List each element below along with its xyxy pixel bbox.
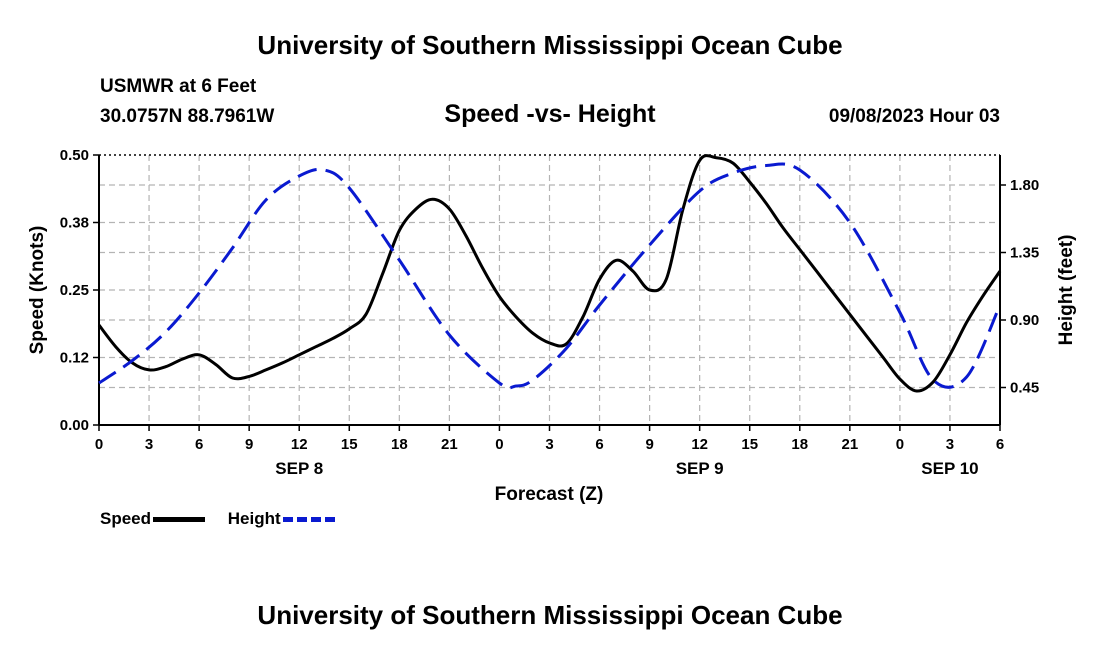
day-label: SEP 10 xyxy=(921,459,978,478)
y-right-tick-label: 1.80 xyxy=(1010,177,1039,194)
legend-height-swatch xyxy=(282,516,335,522)
x-tick-label: 21 xyxy=(841,436,858,453)
legend: Speed Height xyxy=(100,509,353,529)
legend-height: Height xyxy=(228,509,335,529)
x-tick-label: 6 xyxy=(595,436,603,453)
forecast-datetime: 09/08/2023 Hour 03 xyxy=(828,106,1000,127)
y-right-tick-label: 0.90 xyxy=(1010,312,1039,329)
y-right-tick-label: 1.35 xyxy=(1010,245,1039,262)
x-tick-label: 3 xyxy=(145,436,153,453)
x-tick-label: 15 xyxy=(741,436,758,453)
footer-title: University of Southern Mississippi Ocean… xyxy=(257,600,843,630)
page-title: University of Southern Mississippi Ocean… xyxy=(257,30,843,60)
y-left-tick-label: 0.00 xyxy=(60,417,89,434)
station-label: USMWR at 6 Feet xyxy=(100,76,257,97)
x-tick-label: 6 xyxy=(996,436,1004,453)
x-tick-label: 15 xyxy=(341,436,358,453)
grid-lines xyxy=(99,155,1000,425)
day-label: SEP 9 xyxy=(676,459,724,478)
x-tick-label: 3 xyxy=(545,436,553,453)
y-left-tick-label: 0.12 xyxy=(60,350,89,367)
x-tick-label: 9 xyxy=(245,436,253,453)
height-series-line xyxy=(98,162,1002,390)
chart-title: Speed -vs- Height xyxy=(444,100,656,128)
x-tick-label: 0 xyxy=(95,436,103,453)
y-right-tick-label: 0.45 xyxy=(1010,380,1039,397)
speed-height-chart: 0 3 6 9 12 15 18 21 0 3 6 9 12 15 18 21 0 3 6 SEP 8 SEP 9 SEP… xyxy=(27,147,1077,505)
x-axis-label: Forecast (Z) xyxy=(495,484,604,505)
axes xyxy=(93,154,1006,431)
tick-labels: 0 3 6 9 12 15 18 21 0 3 6 9 12 15 18 21 0 3 6 SEP 8 SEP 9 SEP… xyxy=(60,147,1039,478)
y-left-tick-label: 0.25 xyxy=(60,282,89,299)
y-axis-right-label: Height (feet) xyxy=(1056,235,1077,346)
x-tick-label: 18 xyxy=(791,436,808,453)
coordinates-label: 30.0757N 88.7961W xyxy=(100,106,275,127)
y-left-tick-label: 0.50 xyxy=(60,147,89,164)
legend-speed-swatch xyxy=(153,516,206,522)
legend-speed-label: Speed xyxy=(100,509,152,528)
x-tick-label: 0 xyxy=(896,436,904,453)
y-left-tick-label: 0.38 xyxy=(60,215,89,232)
legend-height-label: Height xyxy=(227,509,281,528)
day-label: SEP 8 xyxy=(275,459,323,478)
x-tick-label: 12 xyxy=(291,436,308,453)
x-tick-label: 9 xyxy=(645,436,653,453)
series-lines xyxy=(97,154,1002,393)
x-tick-label: 12 xyxy=(691,436,708,453)
x-tick-label: 0 xyxy=(495,436,503,453)
speed-series-line xyxy=(97,154,1002,393)
legend-speed: Speed xyxy=(100,509,206,529)
y-axis-left-label: Speed (Knots) xyxy=(27,226,48,355)
x-tick-label: 6 xyxy=(195,436,203,453)
x-tick-label: 18 xyxy=(391,436,408,453)
x-tick-label: 21 xyxy=(441,436,458,453)
x-tick-label: 3 xyxy=(946,436,954,453)
